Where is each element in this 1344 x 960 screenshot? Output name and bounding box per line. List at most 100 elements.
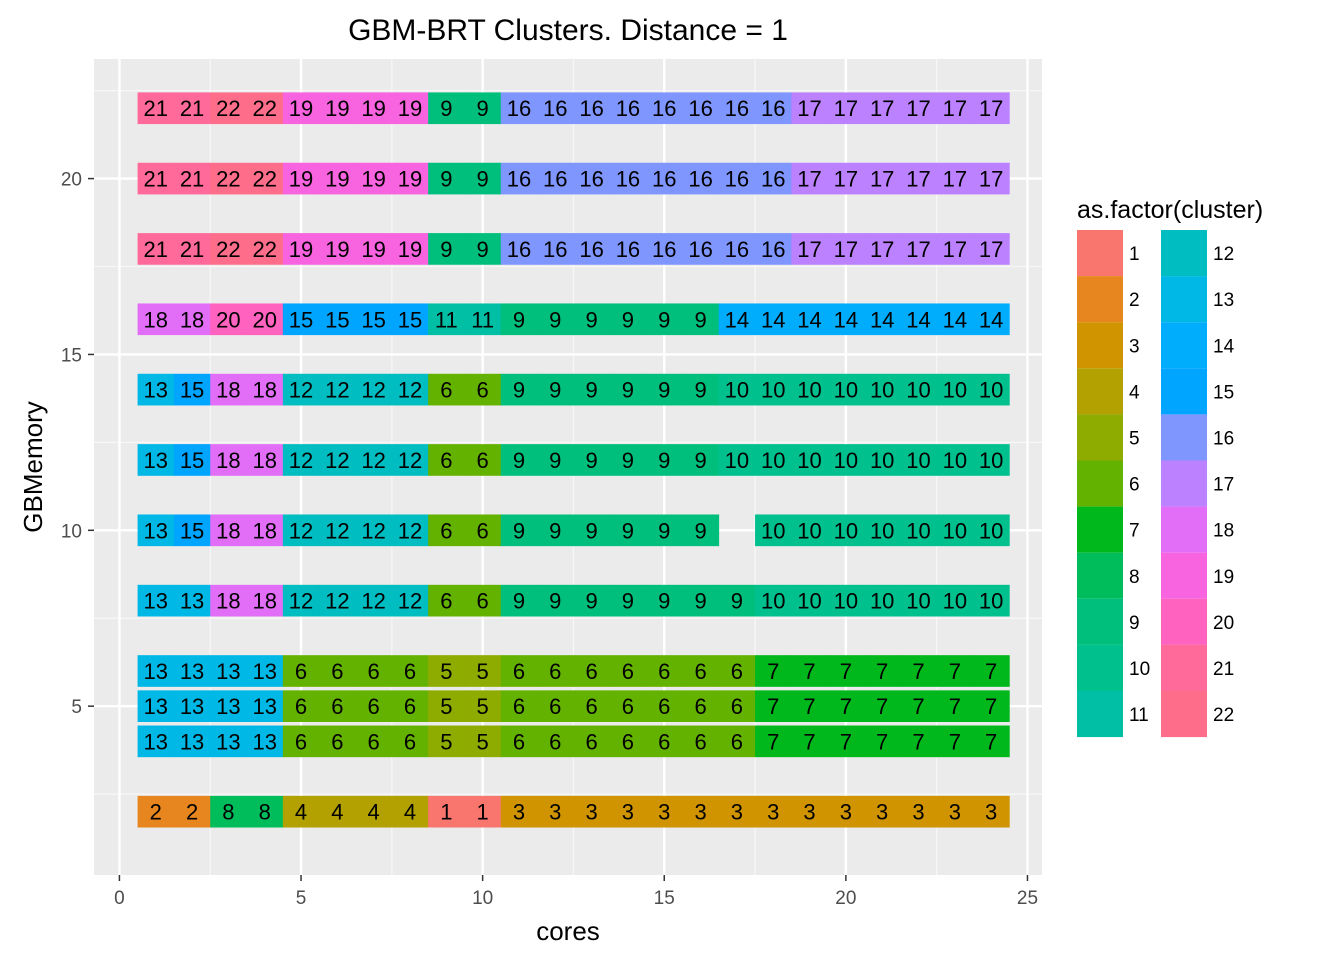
tile-label: 12 (325, 448, 349, 473)
tile-label: 12 (361, 589, 385, 614)
y-axis-title: GBMemory (18, 401, 48, 532)
tile-label: 9 (622, 448, 634, 473)
tile (573, 690, 611, 722)
tile-label: 17 (834, 167, 858, 192)
tile-label: 9 (694, 448, 706, 473)
tile-label: 17 (943, 96, 967, 121)
tile-label: 10 (979, 448, 1003, 473)
tile (137, 690, 175, 722)
tile-label: 14 (834, 307, 858, 332)
tile (573, 725, 611, 758)
tile (936, 373, 974, 406)
tile (464, 655, 502, 687)
tile (900, 655, 938, 687)
tile-label: 7 (803, 659, 815, 684)
tile (972, 725, 1010, 758)
tile (755, 655, 792, 687)
tile-label: 9 (694, 378, 706, 403)
legend-key (1161, 506, 1207, 553)
tile-label: 12 (361, 448, 385, 473)
tile (827, 303, 865, 336)
tile (282, 373, 320, 406)
legend-label: 15 (1213, 382, 1234, 403)
tile (464, 584, 502, 617)
tile (827, 444, 865, 476)
tile-label: 14 (797, 307, 821, 332)
tile (646, 92, 683, 125)
tile-label: 12 (325, 518, 349, 543)
tile (972, 655, 1010, 687)
tile (972, 690, 1010, 722)
tile-label: 15 (180, 378, 204, 403)
legend-label: 17 (1213, 475, 1234, 496)
tile (319, 162, 356, 195)
tile-label: 17 (834, 96, 858, 121)
x-tick-label: 25 (1017, 888, 1038, 909)
tile (791, 444, 829, 476)
tile (573, 373, 611, 406)
tile (428, 303, 465, 336)
tile (573, 514, 611, 547)
tile-label: 10 (834, 448, 858, 473)
tile (609, 373, 647, 406)
tile-label: 10 (834, 518, 858, 543)
tile-label: 6 (585, 694, 597, 719)
tile-label: 6 (331, 694, 343, 719)
tile-label: 10 (943, 518, 967, 543)
tile-label: 3 (694, 800, 706, 825)
tile-label: 9 (513, 518, 525, 543)
tile (864, 373, 901, 406)
tile-label: 19 (289, 167, 313, 192)
tile (210, 92, 247, 125)
tile (319, 655, 356, 687)
tile-label: 19 (398, 96, 422, 121)
tile-label: 9 (513, 448, 525, 473)
tile-label: 15 (361, 307, 385, 332)
tile-label: 3 (949, 800, 961, 825)
legend-label: 20 (1213, 613, 1234, 634)
tile (391, 584, 429, 617)
tile-label: 10 (761, 518, 785, 543)
tile-label: 10 (797, 448, 821, 473)
legend-label: 18 (1213, 521, 1234, 542)
tile-label: 19 (361, 237, 385, 262)
tile (391, 725, 429, 758)
tile (319, 725, 356, 758)
legend-key (1161, 598, 1207, 645)
tile-label: 3 (658, 800, 670, 825)
tile (972, 162, 1010, 195)
tile-label: 18 (216, 589, 240, 614)
legend-label: 7 (1129, 521, 1140, 542)
tile (682, 233, 720, 265)
tile (900, 303, 938, 336)
tile-label: 6 (622, 694, 634, 719)
tile-label: 15 (325, 307, 349, 332)
legend-label: 5 (1129, 428, 1140, 449)
tile (972, 795, 1010, 828)
tile (755, 584, 792, 617)
tile (173, 373, 211, 406)
tile (210, 162, 247, 195)
tile-label: 9 (549, 378, 561, 403)
tile (282, 514, 320, 547)
tile (391, 514, 429, 547)
tile-label: 6 (440, 518, 452, 543)
tile (682, 690, 720, 722)
tile-label: 17 (979, 96, 1003, 121)
tile (936, 162, 974, 195)
tile-label: 22 (252, 167, 276, 192)
tile-label: 1 (477, 800, 489, 825)
tile (609, 162, 647, 195)
tile-label: 8 (222, 800, 234, 825)
tile-label: 6 (331, 729, 343, 754)
tile (391, 690, 429, 722)
tile (246, 655, 284, 687)
tile-label: 12 (398, 589, 422, 614)
tile-label: 6 (477, 448, 489, 473)
tile (537, 514, 574, 547)
tile (936, 795, 974, 828)
tile-label: 12 (325, 378, 349, 403)
tile (173, 690, 211, 722)
tile (646, 584, 683, 617)
tile (173, 233, 211, 265)
